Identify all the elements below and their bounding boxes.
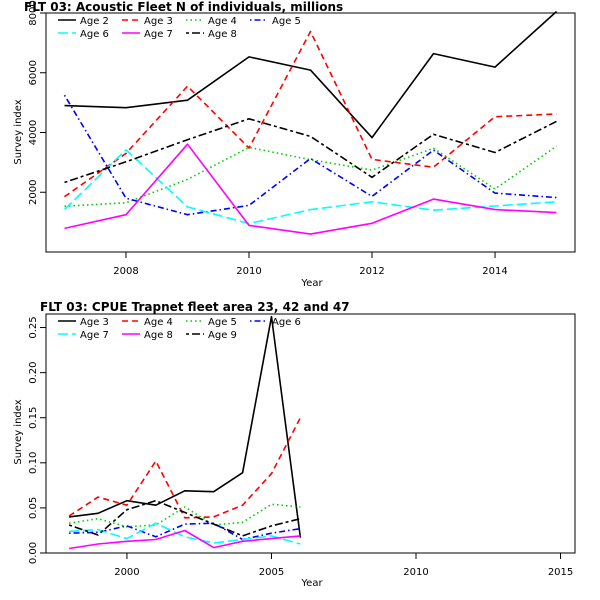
y-tick-label: 0.20 xyxy=(28,361,39,383)
legend-label: Age 9 xyxy=(208,330,237,341)
series-line-age-5 xyxy=(68,503,301,528)
series-line-age-3 xyxy=(64,30,557,198)
legend-label: Age 3 xyxy=(144,16,173,27)
y-tick-label: 8000 xyxy=(28,0,39,25)
x-tick-label: 2012 xyxy=(359,266,384,277)
legend-label: Age 4 xyxy=(208,16,237,27)
series-line-age-7 xyxy=(64,143,557,235)
y-axis-label: Survey index xyxy=(13,399,24,464)
y-tick-label: 0.10 xyxy=(28,452,39,474)
legend-label: Age 3 xyxy=(80,317,109,328)
x-tick-label: 2005 xyxy=(259,567,284,578)
plot-frame xyxy=(45,313,576,554)
series-line-age-5 xyxy=(63,94,557,216)
x-axis-label: Year xyxy=(300,578,323,589)
legend-label: Age 5 xyxy=(208,317,237,328)
series-line-age-6 xyxy=(69,522,301,541)
series-line-age-9 xyxy=(68,499,301,537)
series-line-age-8 xyxy=(64,118,557,184)
x-tick-label: 2010 xyxy=(236,266,261,277)
y-tick-label: 6000 xyxy=(28,60,39,85)
x-tick-label: 2000 xyxy=(114,567,139,578)
x-tick-label: 2010 xyxy=(403,567,428,578)
legend-label: Age 8 xyxy=(208,29,237,40)
x-tick-label: 2008 xyxy=(113,266,138,277)
y-tick-label: 4000 xyxy=(28,120,39,145)
legend-label: Age 2 xyxy=(80,16,109,27)
series-line-age-3 xyxy=(69,315,302,538)
y-axis-label: Survey index xyxy=(13,99,24,164)
legend-label: Age 6 xyxy=(80,29,109,40)
legend-label: Age 6 xyxy=(272,317,301,328)
y-tick-label: 2000 xyxy=(28,180,39,205)
legend-label: Age 5 xyxy=(272,16,301,27)
x-tick-label: 2014 xyxy=(482,266,507,277)
y-tick-label: 0.25 xyxy=(28,316,39,338)
series-line-age-6 xyxy=(63,149,557,225)
series-line-age-8 xyxy=(68,529,301,550)
y-tick-label: 0.00 xyxy=(28,542,39,564)
y-tick-label: 0.15 xyxy=(28,407,39,429)
legend-label: Age 8 xyxy=(144,330,173,341)
y-tick-label: 0.05 xyxy=(28,497,39,519)
legend-label: Age 7 xyxy=(80,330,109,341)
series-line-age-7 xyxy=(69,522,301,545)
x-axis-label: Year xyxy=(300,278,323,289)
series-line-age-2 xyxy=(64,10,558,139)
legend-label: Age 4 xyxy=(144,317,173,328)
chart-title: FLT 03: CPUE Trapnet fleet area 23, 42 a… xyxy=(40,300,350,314)
trapnet-cpue-panel: FLT 03: CPUE Trapnet fleet area 23, 42 a… xyxy=(13,300,576,589)
chart-title: FLT 03: Acoustic Fleet N of individuals,… xyxy=(24,0,343,14)
series-line-age-4 xyxy=(68,417,302,519)
acoustic-fleet-panel: FLT 03: Acoustic Fleet N of individuals,… xyxy=(13,0,576,289)
legend-label: Age 7 xyxy=(144,29,173,40)
x-tick-label: 2015 xyxy=(548,567,573,578)
